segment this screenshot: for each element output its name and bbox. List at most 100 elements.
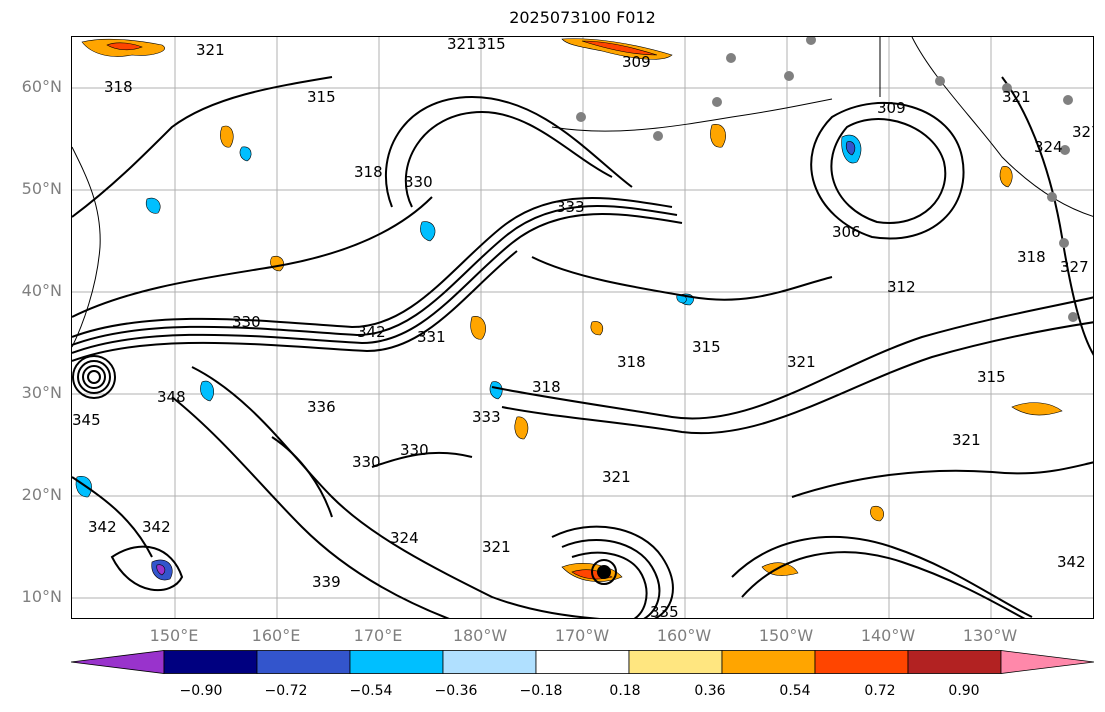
contour-label: 327 bbox=[1060, 258, 1089, 276]
shaded-field bbox=[75, 38, 1063, 582]
colorbar-tick-label: 0.54 bbox=[779, 683, 811, 699]
colorbar-tick-label: 0.90 bbox=[948, 683, 980, 699]
colorbar-segment bbox=[349, 650, 444, 674]
contour-label: 318 bbox=[354, 163, 383, 181]
colorbar-tick-label: 0.18 bbox=[609, 683, 641, 699]
station-dot bbox=[726, 53, 736, 63]
contour-label: 312 bbox=[887, 278, 916, 296]
shade-blob bbox=[156, 564, 166, 576]
contour-label: 321 bbox=[602, 468, 631, 486]
contour-line bbox=[72, 196, 433, 318]
station-markers bbox=[576, 37, 1078, 322]
station-dot bbox=[1060, 145, 1070, 155]
contour-line bbox=[271, 436, 333, 518]
contour-line bbox=[531, 256, 833, 301]
colorbar-segment bbox=[442, 650, 537, 674]
lon-label-160e: 160°E bbox=[251, 626, 301, 645]
station-dot bbox=[1002, 83, 1012, 93]
colorbar-tick-label: −0.18 bbox=[519, 683, 563, 699]
colorbar bbox=[71, 650, 1094, 674]
contour-label: 335 bbox=[650, 603, 679, 619]
station-dot bbox=[712, 97, 722, 107]
contour-label: 324 bbox=[1034, 138, 1063, 156]
contour-label: 345 bbox=[72, 411, 101, 429]
contour-line bbox=[551, 525, 674, 618]
contour-line bbox=[1001, 76, 1093, 356]
contour-label: 318 bbox=[617, 353, 646, 371]
station-dot bbox=[576, 112, 586, 122]
lon-label-130w: 130°W bbox=[962, 626, 1018, 645]
map-panel[interactable]: 318 315 309 321 315 318 330 333 306 312 … bbox=[71, 36, 1094, 619]
shade-blob bbox=[1011, 402, 1063, 416]
contour-label: 342 bbox=[142, 518, 171, 536]
contour-label: 306 bbox=[832, 223, 861, 241]
shade-blob bbox=[489, 381, 503, 400]
contour-label: 321 bbox=[482, 538, 511, 556]
colorbar-segment bbox=[628, 650, 723, 674]
contour-line bbox=[384, 95, 633, 208]
station-dot bbox=[1063, 95, 1073, 105]
contour-label: 331 bbox=[417, 328, 446, 346]
shade-blob bbox=[710, 124, 726, 148]
shade-blob bbox=[514, 416, 529, 440]
lon-label-180w: 180°W bbox=[452, 626, 508, 645]
colorbar-extend-max bbox=[1000, 650, 1094, 674]
colorbar-segments bbox=[71, 650, 1094, 674]
contour-label: 342 bbox=[357, 323, 386, 341]
contour-label: 336 bbox=[307, 398, 336, 416]
station-dot bbox=[784, 71, 794, 81]
contour-label: 318 bbox=[532, 378, 561, 396]
contour-line bbox=[491, 296, 1093, 420]
lon-label-140w: 140°W bbox=[860, 626, 916, 645]
lon-label-160w: 160°W bbox=[656, 626, 712, 645]
lat-label-30n: 30°N bbox=[21, 383, 62, 402]
coastlines bbox=[72, 37, 1093, 348]
contour-label: 333 bbox=[472, 408, 501, 426]
station-dot bbox=[653, 131, 663, 141]
contour-label: 330 bbox=[352, 453, 381, 471]
contour-line bbox=[72, 76, 333, 218]
shade-blob bbox=[145, 197, 161, 214]
shade-blob bbox=[581, 40, 658, 56]
colorbar-tick-label: −0.54 bbox=[349, 683, 393, 699]
contour-label: 318 bbox=[1017, 248, 1046, 266]
colorbar-segment bbox=[535, 650, 630, 674]
shade-blob bbox=[270, 255, 284, 272]
cyclone-center-marker bbox=[598, 566, 610, 578]
contour-label: 342 bbox=[1057, 553, 1086, 571]
colorbar-segment bbox=[814, 650, 909, 674]
lat-label-50n: 50°N bbox=[21, 179, 62, 198]
contour-line bbox=[571, 551, 648, 618]
contour-line bbox=[404, 110, 613, 208]
station-dot bbox=[1059, 238, 1069, 248]
lon-label-150w: 150°W bbox=[758, 626, 814, 645]
contour-label: 327 bbox=[1072, 123, 1094, 141]
contour-line bbox=[171, 396, 450, 618]
contour-line bbox=[110, 545, 184, 591]
contour-labels: 318 315 309 321 315 318 330 333 306 312 … bbox=[72, 37, 1094, 619]
map-svg: 318 315 309 321 315 318 330 333 306 312 … bbox=[72, 37, 1094, 619]
contour-label: 321 bbox=[1002, 88, 1031, 106]
contour-label: 309 bbox=[622, 53, 651, 71]
contour-label: 321 bbox=[196, 41, 225, 59]
lat-label-40n: 40°N bbox=[21, 281, 62, 300]
contour-line bbox=[72, 476, 153, 558]
lon-label-170w: 170°W bbox=[554, 626, 610, 645]
contour-label: 321 bbox=[952, 431, 981, 449]
shade-blob bbox=[870, 505, 884, 522]
contour-line bbox=[731, 536, 1033, 618]
contour-label: 330 bbox=[400, 441, 429, 459]
coastline-asia bbox=[72, 146, 101, 348]
shade-blob bbox=[845, 141, 856, 156]
contour-label: 333 bbox=[556, 198, 585, 216]
colorbar-segment bbox=[907, 650, 1002, 674]
shade-blob bbox=[106, 42, 143, 51]
contour-label: 342 bbox=[88, 518, 117, 536]
shade-blob bbox=[239, 146, 252, 162]
colorbar-tick-label: −0.72 bbox=[264, 683, 308, 699]
contour-line bbox=[810, 102, 965, 240]
station-dot bbox=[806, 37, 816, 45]
contour-label: 348 bbox=[157, 388, 186, 406]
contour-line bbox=[501, 321, 1093, 435]
contour-lines bbox=[72, 76, 1093, 618]
